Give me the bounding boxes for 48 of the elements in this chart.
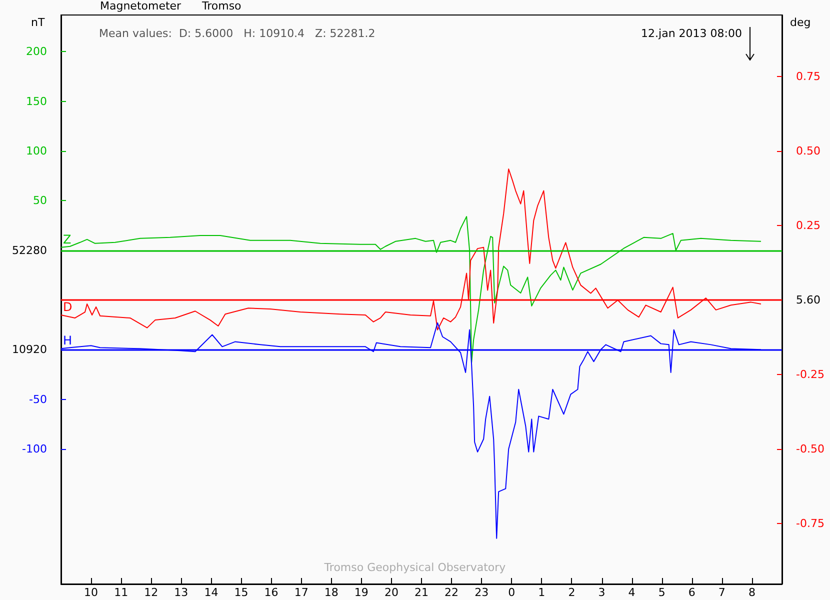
- x-tick-label: 10: [84, 586, 98, 599]
- x-tick-label: 16: [264, 586, 278, 599]
- y2-axis-title: deg: [790, 16, 811, 29]
- y-tick-label: 200: [26, 45, 47, 58]
- text: 5.60: [796, 294, 820, 307]
- x-tick-label: 14: [204, 586, 218, 599]
- annotation: Tromso Geophysical Observatory: [323, 561, 506, 574]
- series-label: Z: [63, 232, 72, 246]
- y3-tick-label: -100: [22, 442, 47, 456]
- x-tick-label: 13: [174, 586, 188, 599]
- x-tick-label: 0: [508, 586, 516, 599]
- x-tick-label: 17: [294, 586, 308, 599]
- y-tick-label: 50: [33, 194, 47, 208]
- x-tick-label: 23: [474, 586, 489, 599]
- x-tick-label: 2: [568, 586, 576, 599]
- text: 10920: [12, 343, 47, 356]
- y2-tick-label: -0.25: [796, 368, 824, 382]
- series-label: H: [63, 334, 72, 348]
- x-tick-label: 3: [598, 586, 606, 599]
- x-tick-label: 20: [384, 586, 398, 599]
- y2-tick-label: 0.50: [796, 144, 820, 158]
- x-tick-label: 8: [748, 586, 756, 599]
- y3-tick-label: -50: [29, 392, 47, 406]
- y2-tick-label: 0.75: [796, 70, 820, 84]
- x-tick-label: 5: [658, 586, 666, 599]
- x-tick-label: 11: [114, 586, 128, 599]
- x-tick-label: 6: [688, 586, 696, 599]
- x-tick-label: 7: [718, 586, 726, 599]
- y2-tick-label: -0.75: [796, 517, 824, 530]
- y-tick-label: 100: [26, 144, 47, 158]
- y-axis-title: nT: [31, 16, 45, 29]
- chart-title: Magnetometer: [100, 0, 182, 12]
- x-tick-label: 4: [628, 586, 636, 599]
- x-tick-label: 18: [324, 586, 338, 599]
- x-tick-label: 21: [414, 586, 428, 599]
- series-label: D: [63, 300, 72, 314]
- y-tick-label: 150: [26, 94, 47, 108]
- x-tick-label: 22: [444, 586, 459, 599]
- y2-tick-label: -0.50: [796, 442, 824, 456]
- y2-tick-label: 0.25: [796, 219, 820, 232]
- annotation: Mean values: D: 5.6000 H: 10910.4 Z: 52281.2: [99, 27, 376, 40]
- text: 52280: [12, 244, 47, 257]
- chart-subtitle: Tromso: [201, 0, 242, 12]
- annotation: 12.jan 2013 08:00: [641, 27, 742, 40]
- x-tick-label: 12: [144, 586, 158, 599]
- x-tick-label: 1: [538, 586, 546, 599]
- x-tick-label: 15: [234, 586, 248, 599]
- x-tick-label: 19: [354, 586, 368, 599]
